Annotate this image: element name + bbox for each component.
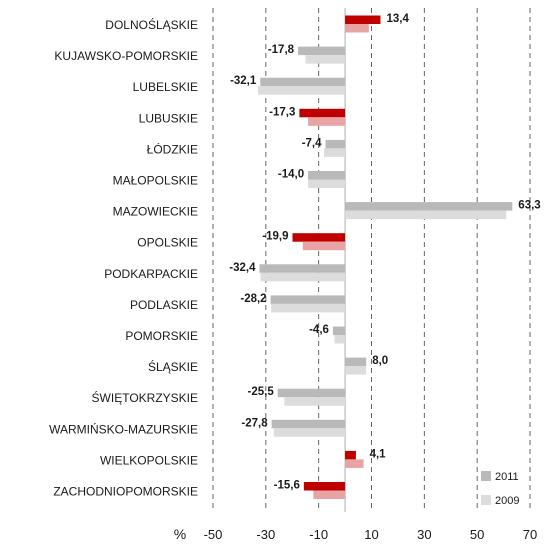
value-label: -25,5 bbox=[248, 386, 275, 398]
x-tick-label: -30 bbox=[256, 527, 275, 542]
bar-2011 bbox=[271, 419, 346, 429]
value-label: 13,4 bbox=[386, 13, 409, 25]
value-label: -17,8 bbox=[268, 44, 295, 56]
category-labels: DOLNOŚLĄSKIE KUJAWSKO-POMORSKIE LUBELSKIE L… bbox=[49, 17, 198, 499]
value-label: -32,1 bbox=[230, 75, 257, 87]
category-label: PODKARPACKIE bbox=[104, 267, 198, 281]
x-tick-label: -10 bbox=[309, 527, 328, 542]
category-label: ŚWIĘTOKRZYSKIE bbox=[92, 390, 198, 405]
legend-label-2009: 2009 bbox=[495, 495, 519, 507]
category-label: OPOLSKIE bbox=[137, 236, 198, 250]
x-tick-label: 30 bbox=[417, 527, 431, 542]
bar-2011 bbox=[332, 326, 346, 335]
category-label: LUBUSKIE bbox=[139, 111, 198, 125]
category-label: WIELKOPOLSKIE bbox=[100, 453, 198, 467]
legend: 2011 2009 bbox=[481, 471, 519, 507]
value-label: 8,0 bbox=[372, 355, 388, 367]
category-label: MAZOWIECKIE bbox=[113, 205, 198, 219]
category-label: MAŁOPOLSKIE bbox=[113, 174, 198, 188]
category-label: ŚLĄSKIE bbox=[148, 359, 198, 374]
category-label: ZACHODNIOPOMORSKIE bbox=[53, 485, 198, 499]
value-label: -15,6 bbox=[274, 480, 300, 492]
x-tick-label: 50 bbox=[470, 527, 484, 542]
bar-2009 bbox=[260, 272, 346, 282]
bar-2011 bbox=[292, 233, 346, 242]
bar-2011 bbox=[345, 15, 381, 24]
bar-2009 bbox=[334, 335, 346, 344]
bar-2011 bbox=[345, 357, 367, 367]
legend-label-2011: 2011 bbox=[495, 471, 519, 483]
category-label: ŁÓDZKIE bbox=[147, 141, 198, 156]
unit-label: % bbox=[174, 526, 186, 542]
bar-2009 bbox=[271, 303, 346, 313]
value-label: -17,3 bbox=[269, 106, 295, 118]
bar-2011 bbox=[325, 139, 346, 149]
category-label: LUBELSKIE bbox=[133, 80, 198, 94]
bar-2009 bbox=[302, 241, 346, 251]
category-label: POMORSKIE bbox=[125, 329, 198, 343]
bar-2009 bbox=[257, 86, 346, 95]
bar-2009 bbox=[313, 490, 346, 499]
value-label: -27,8 bbox=[241, 417, 268, 429]
x-axis-ticks: -50 -30 -10 10 30 50 70 bbox=[204, 527, 538, 542]
category-label: PODLASKIE bbox=[130, 298, 198, 312]
bar-2009 bbox=[305, 55, 346, 64]
bar-2009 bbox=[284, 397, 346, 406]
legend-swatch-2009 bbox=[481, 495, 491, 505]
bar-2011 bbox=[298, 46, 346, 56]
category-label: KUJAWSKO-POMORSKIE bbox=[54, 49, 198, 63]
value-label: -4,6 bbox=[309, 324, 329, 336]
bar-2009 bbox=[308, 117, 346, 126]
bar-2009 bbox=[345, 459, 364, 468]
bar-2009 bbox=[273, 428, 346, 437]
value-label: -32,4 bbox=[229, 262, 256, 274]
bar-2011 bbox=[259, 264, 346, 273]
bar-2011 bbox=[299, 108, 346, 118]
value-label: -14,0 bbox=[278, 169, 304, 181]
legend-swatch-2011 bbox=[481, 471, 491, 481]
category-label: WARMIŃSKO-MAZURSKIE bbox=[49, 421, 198, 436]
x-tick-label: -50 bbox=[204, 527, 223, 542]
bar-2009 bbox=[323, 148, 346, 157]
bar-2011 bbox=[277, 388, 346, 398]
category-label: DOLNOŚLĄSKIE bbox=[105, 17, 198, 32]
bar-2009 bbox=[308, 179, 346, 188]
x-tick-label: 70 bbox=[523, 527, 537, 542]
bar-2011 bbox=[303, 482, 346, 491]
value-label: -7,4 bbox=[302, 137, 322, 149]
bar-2009 bbox=[345, 24, 369, 33]
value-labels: 13,4 -17,8 -32,1 -17,3 -7,4 -14,0 63,3 -19,9 -32… bbox=[229, 13, 540, 492]
x-tick-label: 10 bbox=[364, 527, 378, 542]
bar-2009 bbox=[345, 210, 507, 220]
bar-2009 bbox=[345, 366, 367, 375]
bar-2011 bbox=[260, 77, 346, 87]
bar-2011 bbox=[308, 171, 346, 180]
value-label: 63,3 bbox=[518, 200, 540, 212]
bar-2011 bbox=[345, 202, 513, 211]
value-label: 4,1 bbox=[370, 448, 387, 460]
bar-2011 bbox=[270, 295, 346, 304]
bars bbox=[257, 15, 513, 499]
value-label: -28,2 bbox=[240, 293, 266, 305]
bar-2011 bbox=[345, 450, 356, 460]
value-label: -19,9 bbox=[262, 231, 288, 243]
